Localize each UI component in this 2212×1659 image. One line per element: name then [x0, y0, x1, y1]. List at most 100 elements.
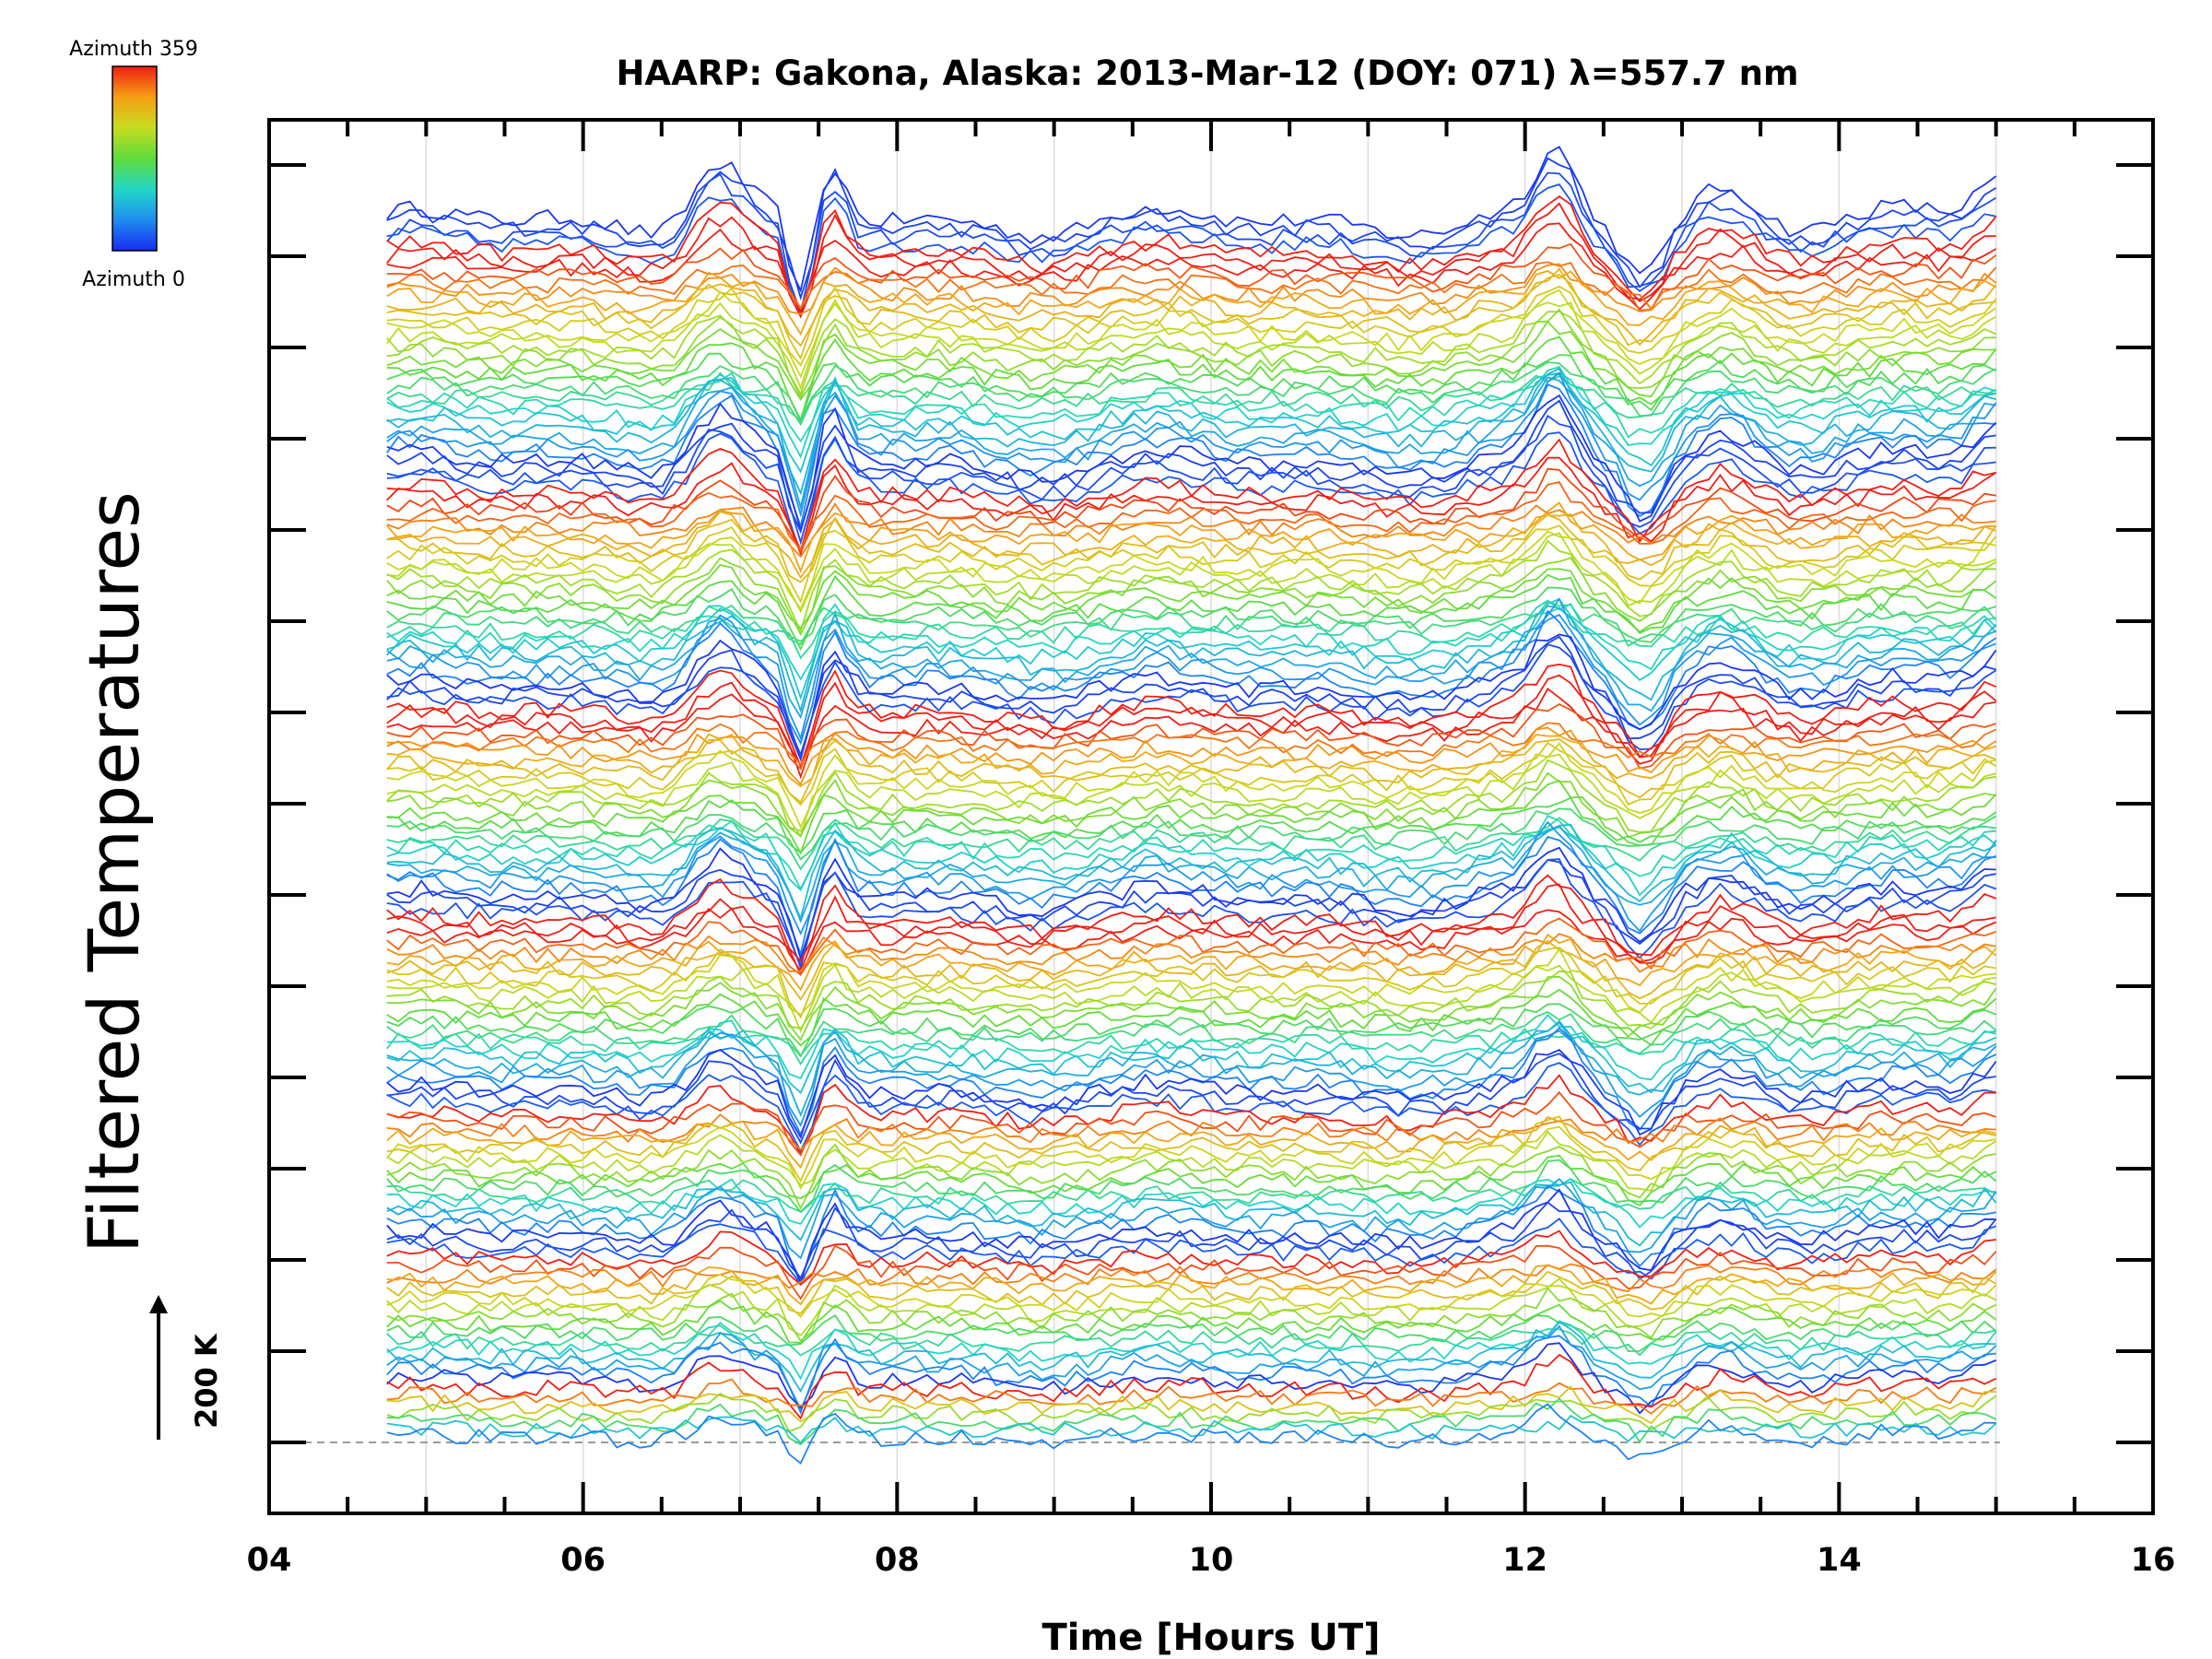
zenith-group-7-trace-11: [386, 270, 1997, 336]
zenith-group-4-trace-23: [386, 1030, 1997, 1128]
zenith-group-4-trace-12: [386, 947, 1996, 1017]
chart-title: HAARP: Gakona, Alaska: 2013-Mar-12 (DOY:…: [616, 53, 1798, 93]
zenith-group-7-trace-25: [386, 371, 1996, 459]
zenith-group-6-trace-14: [386, 530, 1996, 611]
zenith-group-7-trace-14: [386, 285, 1997, 367]
zenith-group-6-trace-9: [386, 502, 1996, 559]
zenith-group-2-trace-10: [386, 1277, 1997, 1337]
zenith-group-5-trace-22: [386, 826, 1997, 897]
zenith-group-7-trace-27: [386, 367, 1996, 496]
zenith-group-4-trace-20: [386, 1013, 1996, 1081]
zenith-group-7-trace-10: [386, 263, 1997, 315]
zenith-group-6-trace-4: [386, 431, 1996, 557]
zenith-group-3-trace-17: [386, 1177, 1997, 1260]
x-tick-label: 16: [2131, 1542, 2176, 1579]
zenith-group-2-trace-14: [386, 1321, 1996, 1357]
zenith-group-5-trace-7: [386, 702, 1996, 771]
zenith-group-4-trace-10: [386, 939, 1997, 1001]
zenith-group-7-trace-1: [386, 146, 1997, 293]
zenith-group-5-trace-8: [386, 722, 1997, 766]
zenith-group-2-trace-7: [386, 1264, 1997, 1306]
zenith-group-2-trace-8: [386, 1270, 1997, 1315]
zenith-group-4-trace-13: [386, 963, 1996, 1033]
zenith-group-5-trace-25: [386, 820, 1996, 935]
zenith-group-2-trace-5: [386, 1244, 1997, 1300]
zenith-group-4-trace-22: [386, 1019, 1997, 1118]
zenith-group-3-trace-10: [386, 1130, 1997, 1193]
zenith-group-4-trace-16: [386, 988, 1997, 1047]
zenith-group-2-trace-15: [386, 1320, 1997, 1381]
zenith-group-7-trace-21: [386, 352, 1997, 424]
zenith-group-5-trace-17: [386, 779, 1997, 855]
zenith-group-6-trace-6: [386, 456, 1997, 557]
zenith-group-7-trace-13: [386, 273, 1996, 360]
zenith-group-6-trace-17: [386, 557, 1996, 637]
zenith-group-2-trace-1: [386, 1188, 1996, 1286]
zenith-group-6-trace-16: [386, 539, 1997, 634]
zenith-group-3-trace-13: [386, 1159, 1997, 1214]
zenith-group-3-trace-2: [386, 1053, 1996, 1145]
zenith-group-5-trace-23: [386, 823, 1997, 922]
zenith-group-3-trace-9: [386, 1125, 1996, 1191]
zenith-group-6-trace-24: [386, 597, 1997, 700]
zenith-group-7-trace-6: [386, 202, 1996, 319]
zenith-group-7-trace-20: [386, 335, 1997, 422]
zenith-group-7-trace-2: [386, 157, 1997, 301]
zenith-group-4-trace-18: [386, 1010, 1997, 1057]
zenith-group-5-trace-1: [386, 633, 1997, 760]
zenith-group-5-trace-6: [386, 687, 1996, 780]
zenith-group-6-trace-3: [386, 414, 1996, 546]
zenith-group-4-trace-15: [386, 975, 1997, 1041]
x-axis-label: Time [Hours UT]: [1042, 1617, 1381, 1659]
x-tick-label: 08: [875, 1542, 920, 1579]
colorbar: Azimuth 359 Azimuth 0: [69, 38, 198, 291]
x-tick-label: 14: [1817, 1542, 1862, 1579]
zenith-group-6-trace-25: [386, 605, 1997, 713]
zenith-group-2-trace-2: [386, 1201, 1997, 1281]
zenith-group-6-trace-20: [386, 586, 1996, 643]
zenith-group-6-trace-18: [386, 564, 1997, 633]
zenith-group-2-trace-13: [386, 1313, 1997, 1353]
zenith-group-4-trace-9: [386, 933, 1997, 992]
zenith-group-4-trace-17: [386, 1003, 1997, 1058]
zenith-group-5-trace-16: [386, 771, 1996, 839]
x-tick-label: 12: [1502, 1542, 1547, 1579]
zenith-group-3-trace-12: [386, 1154, 1997, 1207]
y-axis-label: Filtered Temperatures: [73, 491, 155, 1253]
zenith-group-4-trace-5: [386, 883, 1996, 973]
zenith-group-7-trace-4: [386, 183, 1996, 318]
zenith-group-7-trace-15: [386, 288, 1997, 379]
zenith-group-4-trace-14: [386, 970, 1996, 1030]
zenith-group-3-trace-3: [386, 1062, 1996, 1153]
zenith-group-6-trace-23: [386, 599, 1997, 681]
x-tick-label: 04: [247, 1542, 292, 1579]
traces: [386, 146, 1997, 1465]
zenith-group-3-trace-6: [386, 1113, 1996, 1151]
zenith-group-1-trace-2: [386, 1353, 1997, 1420]
zenith-group-5-trace-10: [386, 733, 1996, 788]
zenith-group-5-trace-3: [386, 643, 1997, 758]
zenith-group-7-trace-19: [386, 320, 1996, 402]
zenith-group-5-trace-5: [386, 674, 1997, 767]
zenith-group-5-trace-20: [386, 817, 1996, 871]
colorbar-bottom-label: Azimuth 0: [82, 268, 185, 291]
plot-area: 04 06 08 10 12 14 16: [247, 118, 2176, 1579]
zenith-group-1-trace-3: [386, 1378, 1997, 1415]
zenith-group-7-trace-30: [386, 383, 1996, 530]
zenith-group-6-trace-26: [386, 597, 1997, 720]
zenith-group-6-trace-10: [386, 501, 1996, 574]
colorbar-gradient: [112, 65, 158, 252]
zenith-group-5-trace-14: [386, 753, 1996, 839]
zenith-group-1-trace-8: [386, 1403, 1996, 1465]
zenith-group-7-trace-16: [386, 301, 1997, 391]
zenith-group-3-trace-15: [386, 1177, 1996, 1229]
zenith-group-1-trace-6: [386, 1397, 1997, 1446]
zenith-group-4-trace-1: [386, 846, 1996, 962]
zenith-group-1-trace-7: [386, 1415, 1997, 1444]
zenith-group-6-trace-27: [386, 613, 1997, 741]
zenith-group-4-trace-3: [386, 858, 1997, 969]
zenith-group-6-trace-12: [386, 513, 1997, 583]
zenith-group-1-trace-1: [386, 1342, 1997, 1415]
y-ticks: [269, 163, 2153, 1444]
zenith-group-7-trace-29: [386, 371, 1997, 518]
